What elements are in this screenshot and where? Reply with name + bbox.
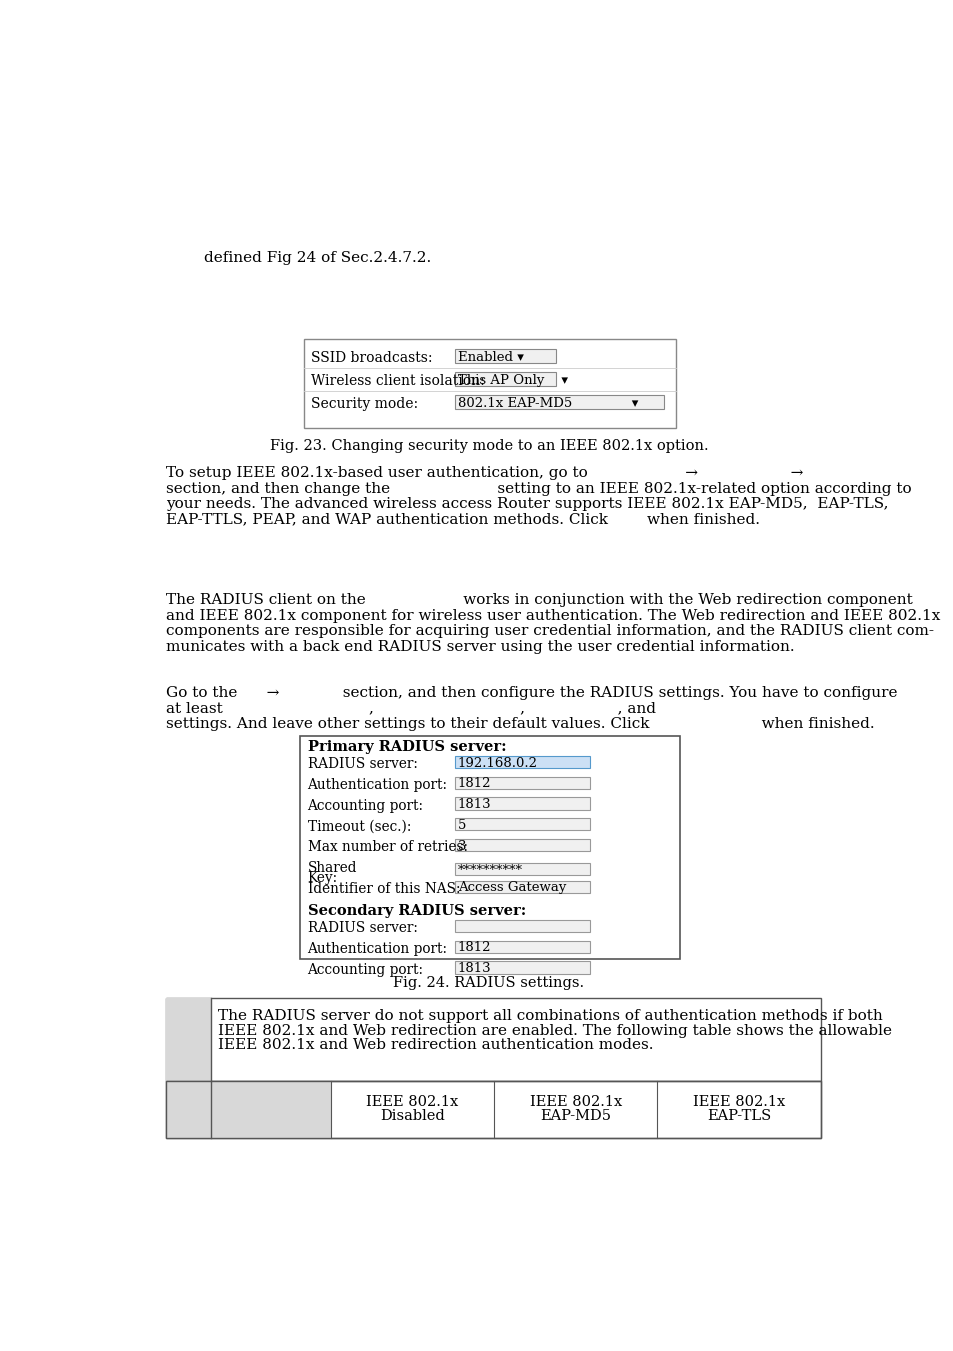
Bar xyxy=(455,839,590,851)
Text: 1813: 1813 xyxy=(457,962,491,975)
Text: section, and then change the                      setting to an IEEE 802.1x-rela: section, and then change the setting to … xyxy=(166,482,910,496)
Text: Primary RADIUS server:: Primary RADIUS server: xyxy=(307,739,506,754)
Text: your needs. The advanced wireless access Router supports IEEE 802.1x EAP-MD5,  E: your needs. The advanced wireless access… xyxy=(166,497,887,511)
Text: Security mode:: Security mode: xyxy=(311,397,418,411)
Text: To setup IEEE 802.1x-based user authentication, go to                    →      : To setup IEEE 802.1x-based user authenti… xyxy=(166,466,802,480)
Text: at least                              ,                              ,          : at least , , xyxy=(166,701,655,715)
Bar xyxy=(455,920,590,932)
Text: and IEEE 802.1x component for wireless user authentication. The Web redirection : and IEEE 802.1x component for wireless u… xyxy=(166,609,939,623)
Text: 1813: 1813 xyxy=(457,798,491,811)
Text: Key:: Key: xyxy=(307,871,337,885)
Text: defined Fig 24 of Sec.2.4.7.2.: defined Fig 24 of Sec.2.4.7.2. xyxy=(204,251,432,265)
Text: settings. And leave other settings to their default values. Click               : settings. And leave other settings to th… xyxy=(166,716,874,731)
Bar xyxy=(455,373,555,386)
Bar xyxy=(166,1081,820,1139)
Text: IEEE 802.1x: IEEE 802.1x xyxy=(692,1094,784,1109)
Text: Secondary RADIUS server:: Secondary RADIUS server: xyxy=(307,904,525,919)
Bar xyxy=(455,777,590,789)
Text: **********: ********** xyxy=(457,863,522,877)
Text: Go to the      →             section, and then configure the RADIUS settings. Yo: Go to the → section, and then configure … xyxy=(166,686,897,700)
Text: Accounting port:: Accounting port: xyxy=(307,963,423,977)
Text: This AP Only    ▾: This AP Only ▾ xyxy=(457,374,567,386)
Text: components are responsible for acquiring user credential information, and the RA: components are responsible for acquiring… xyxy=(166,624,933,638)
Text: Enabled ▾: Enabled ▾ xyxy=(457,351,523,363)
Bar xyxy=(455,863,590,875)
Text: RADIUS server:: RADIUS server: xyxy=(307,758,417,771)
Text: EAP-MD5: EAP-MD5 xyxy=(539,1109,611,1123)
Text: Authentication port:: Authentication port: xyxy=(307,778,447,792)
Bar xyxy=(166,1081,211,1139)
Text: IEEE 802.1x and Web redirection are enabled. The following table shows the allow: IEEE 802.1x and Web redirection are enab… xyxy=(218,1024,891,1038)
Text: IEEE 802.1x: IEEE 802.1x xyxy=(529,1094,621,1109)
Text: Max number of retries:: Max number of retries: xyxy=(307,840,467,854)
Bar xyxy=(166,997,820,1081)
Text: Timeout (sec.):: Timeout (sec.): xyxy=(307,820,411,834)
Text: 802.1x EAP-MD5              ▾: 802.1x EAP-MD5 ▾ xyxy=(457,397,638,409)
Bar xyxy=(211,1081,331,1139)
Text: The RADIUS server do not support all combinations of authentication methods if b: The RADIUS server do not support all com… xyxy=(218,1009,882,1023)
Text: Authentication port:: Authentication port: xyxy=(307,942,447,957)
Bar xyxy=(299,736,679,959)
Bar xyxy=(455,940,590,952)
Bar xyxy=(455,349,555,363)
Text: The RADIUS client on the                    works in conjunction with the Web re: The RADIUS client on the works in conjun… xyxy=(166,593,911,608)
Text: municates with a back end RADIUS server using the user credential information.: municates with a back end RADIUS server … xyxy=(166,639,794,654)
Text: EAP-TTLS, PEAP, and WAP authentication methods. Click        when finished.: EAP-TTLS, PEAP, and WAP authentication m… xyxy=(166,512,759,527)
Bar xyxy=(455,797,590,809)
Text: IEEE 802.1x and Web redirection authentication modes.: IEEE 802.1x and Web redirection authenti… xyxy=(218,1039,653,1052)
Bar xyxy=(455,962,590,974)
Text: Accounting port:: Accounting port: xyxy=(307,798,423,813)
Text: Shared: Shared xyxy=(307,862,356,875)
Text: Fig. 24. RADIUS settings.: Fig. 24. RADIUS settings. xyxy=(393,975,584,990)
Text: 1812: 1812 xyxy=(457,942,491,954)
Bar xyxy=(455,755,590,769)
Text: EAP-TLS: EAP-TLS xyxy=(706,1109,770,1123)
Bar xyxy=(166,1081,820,1139)
Text: 192.168.0.2: 192.168.0.2 xyxy=(457,757,537,770)
Bar xyxy=(455,881,590,893)
Text: Fig. 23. Changing security mode to an IEEE 802.1x option.: Fig. 23. Changing security mode to an IE… xyxy=(270,439,707,454)
Text: IEEE 802.1x: IEEE 802.1x xyxy=(366,1094,458,1109)
Text: RADIUS server:: RADIUS server: xyxy=(307,921,417,935)
Bar xyxy=(455,396,663,409)
Text: Identifier of this NAS:: Identifier of this NAS: xyxy=(307,882,459,896)
Text: Disabled: Disabled xyxy=(379,1109,444,1123)
Text: Access Gateway: Access Gateway xyxy=(457,881,566,894)
Text: Wireless client isolation:: Wireless client isolation: xyxy=(311,374,485,388)
Text: SSID broadcasts:: SSID broadcasts: xyxy=(311,351,433,365)
Bar xyxy=(303,339,675,428)
Bar xyxy=(166,997,211,1081)
Text: 1812: 1812 xyxy=(457,777,491,790)
Text: 5: 5 xyxy=(457,819,466,832)
Bar xyxy=(455,819,590,831)
Text: 3: 3 xyxy=(457,840,466,852)
